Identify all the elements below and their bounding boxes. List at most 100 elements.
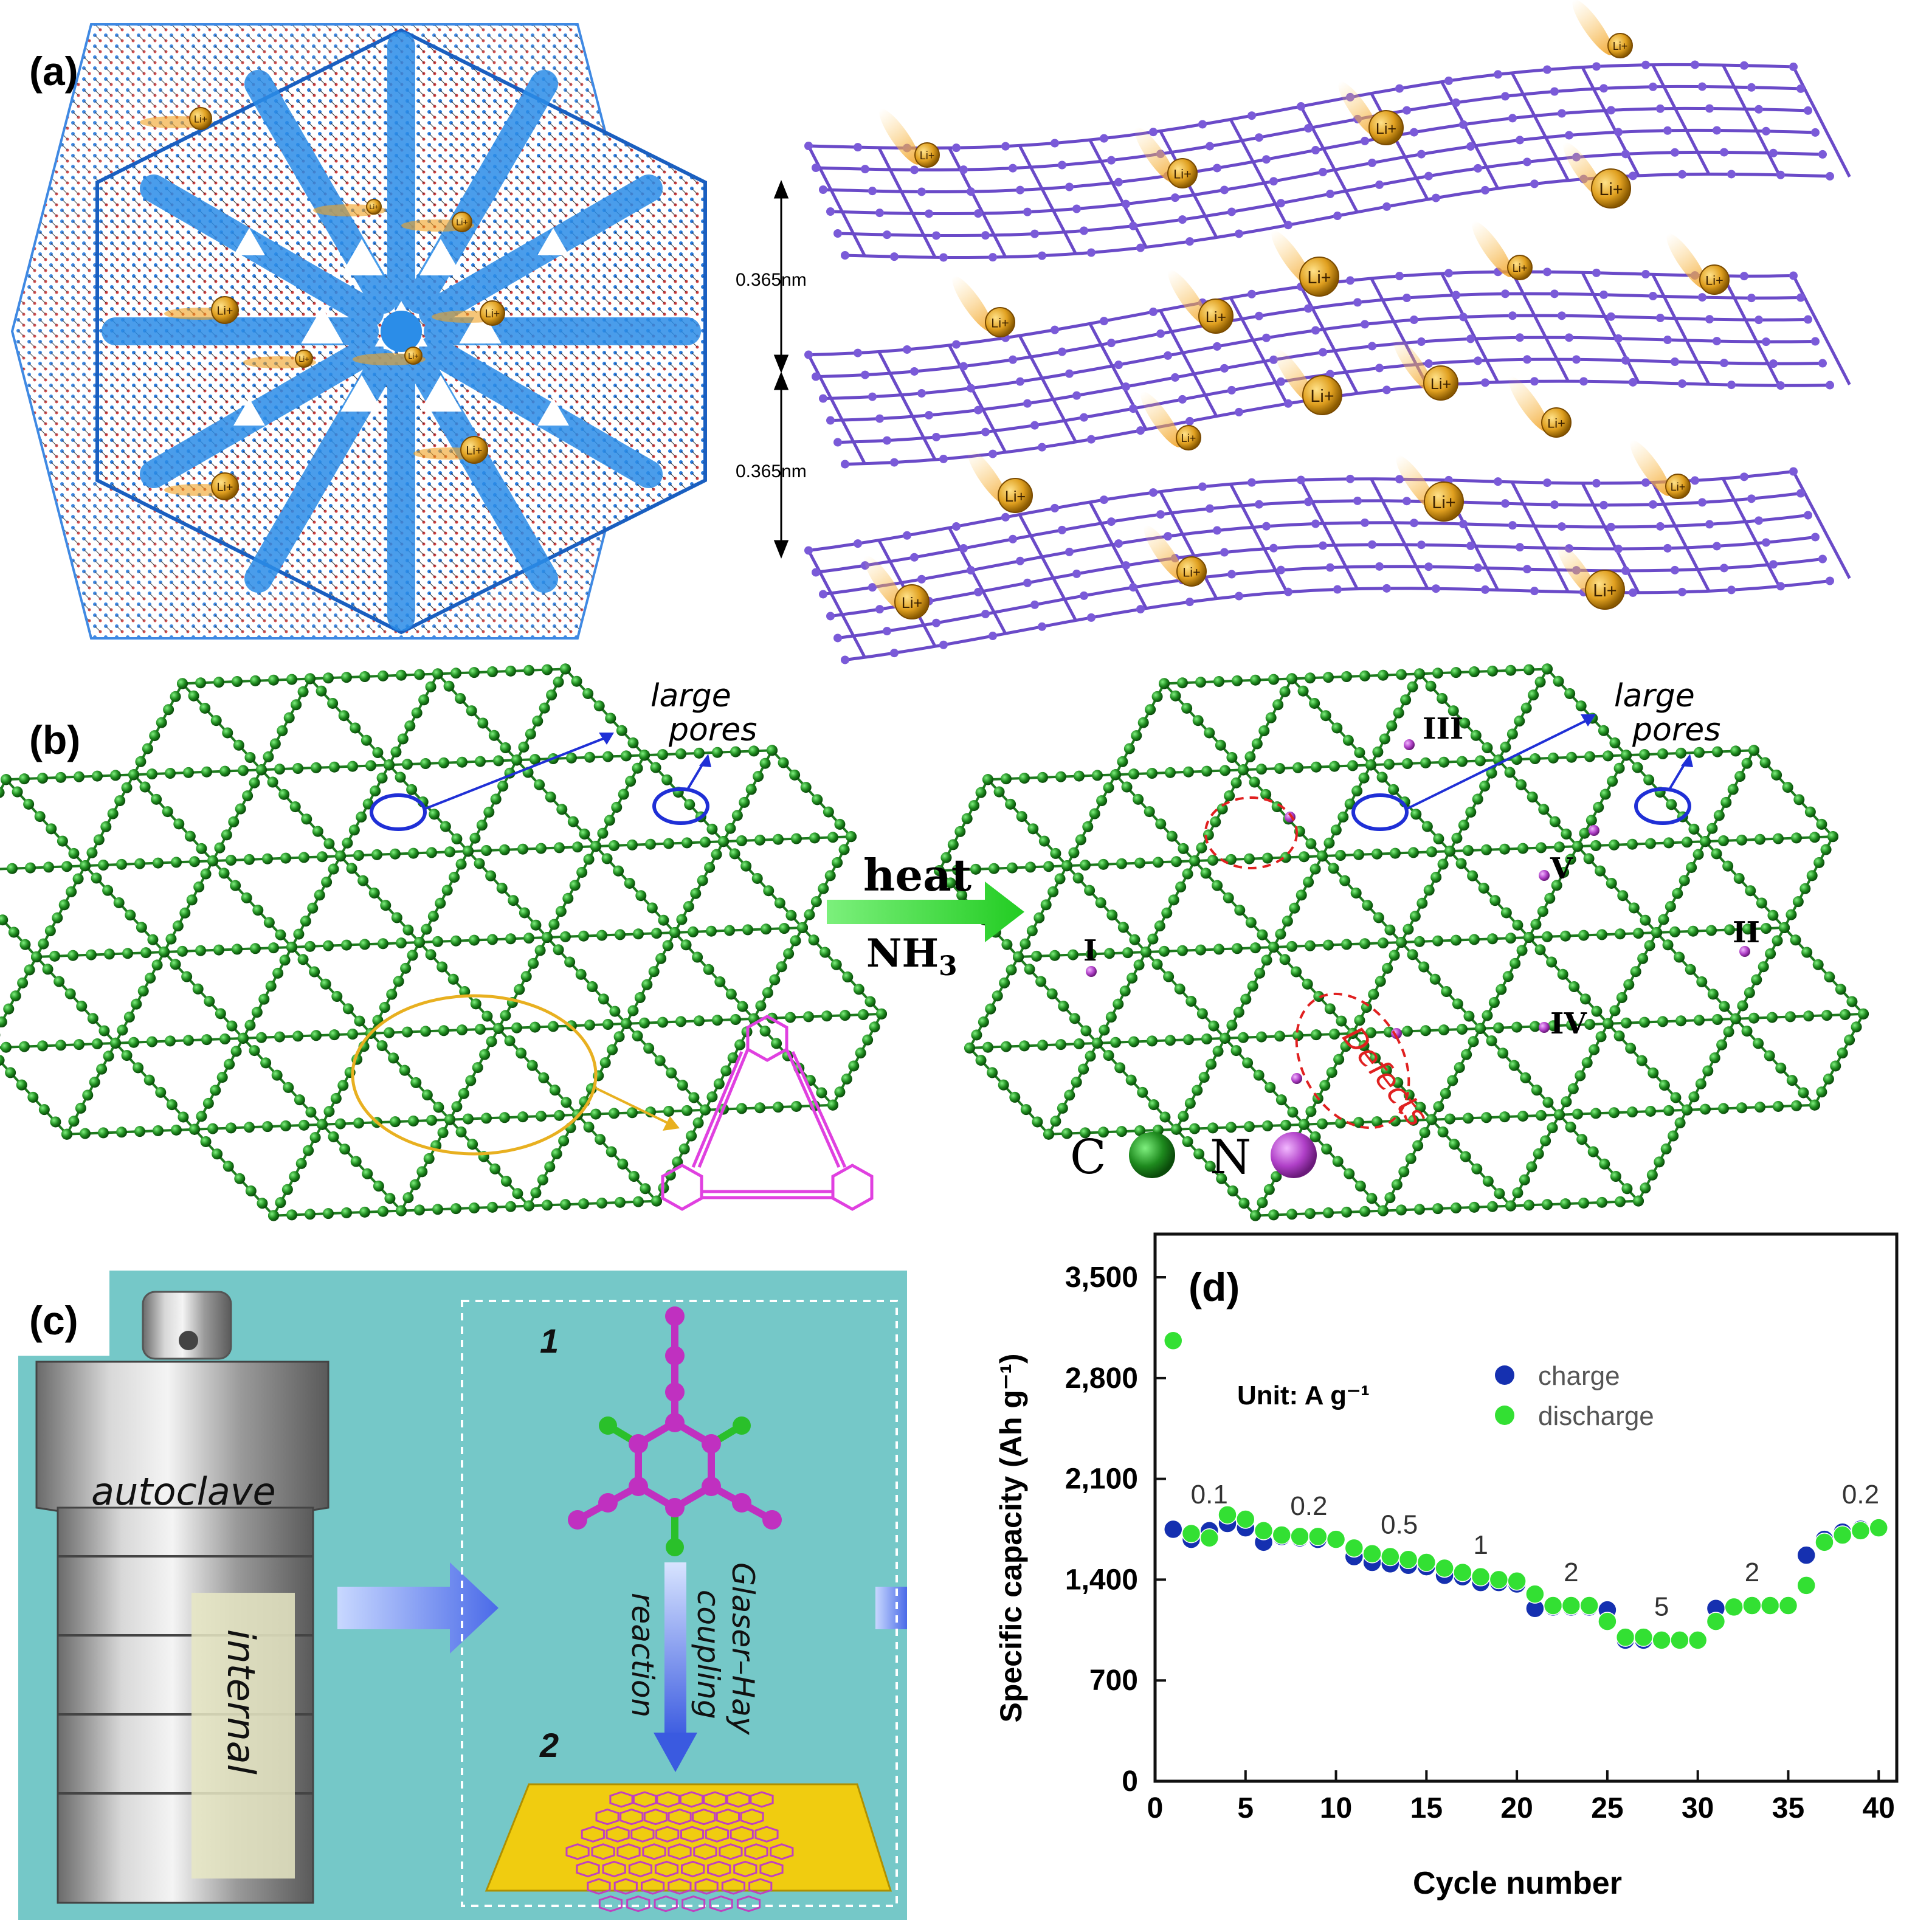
large-pore-right-1 [1351, 793, 1409, 831]
svg-text:Li+: Li+ [1432, 493, 1455, 512]
li-ion: Li+ [967, 449, 1033, 513]
legend-nitrogen-ball [1271, 1132, 1317, 1178]
data-point [1688, 1630, 1708, 1650]
large-pores-label-right-1: large [1614, 678, 1695, 714]
graphdiyne-network-pristine [0, 663, 887, 1221]
data-point [1561, 1596, 1581, 1615]
x-tick-label: 10 [1320, 1792, 1352, 1824]
data-point [1381, 1547, 1400, 1567]
x-tick-label: 0 [1147, 1792, 1164, 1824]
rate-label: 1 [1473, 1530, 1488, 1560]
panel-b-label: (b) [29, 717, 80, 762]
x-axis-ticks: 0 5 10 15 20 25 30 35 40 [1147, 1770, 1895, 1824]
y-tick-label: 2,100 [1065, 1463, 1138, 1496]
svg-text:Li+: Li+ [217, 481, 233, 494]
copper-substrate [485, 1783, 892, 1892]
data-point [1308, 1527, 1328, 1547]
li-ion: Li+ [164, 472, 239, 500]
svg-text:Li+: Li+ [1181, 432, 1196, 444]
data-point [1851, 1521, 1871, 1540]
rate-label: 0.5 [1381, 1510, 1418, 1540]
data-point [1724, 1597, 1744, 1617]
data-point [1416, 1553, 1437, 1572]
unit-note: Unit: A g⁻¹ [1237, 1381, 1370, 1410]
process-arrow-2 [875, 1587, 907, 1629]
panel-c: (c) autoclave internal 1 2 [18, 1271, 907, 1920]
data-point [1598, 1612, 1617, 1631]
site-label-III: III [1423, 712, 1463, 746]
li-ion: Li+ [864, 556, 930, 619]
svg-text:Li+: Li+ [1430, 376, 1451, 393]
svg-text:Li+: Li+ [991, 315, 1009, 330]
li-ion: Li+ [1563, 142, 1631, 209]
layer-spacing-bottom: 0.365nm [736, 461, 807, 481]
data-point [1760, 1596, 1780, 1615]
data-point [1199, 1528, 1220, 1548]
y-tick-label: 3,500 [1065, 1261, 1138, 1294]
data-point [1615, 1627, 1635, 1647]
svg-text:Li+: Li+ [1705, 272, 1723, 288]
panel-d: (d) Unit: A g⁻¹ Specific capacity (Ah g⁻… [994, 1232, 1899, 1901]
defects-label: Defects [1336, 1020, 1435, 1133]
li-ion: Li+ [140, 107, 213, 130]
svg-text:Li+: Li+ [485, 308, 500, 320]
data-point [1652, 1630, 1671, 1650]
monomer-atoms [568, 1306, 782, 1556]
site-label-I: I [1083, 934, 1097, 968]
data-point [1398, 1550, 1418, 1570]
li-ion: Li+ [1140, 392, 1201, 450]
coupling-arrow-shaft [664, 1562, 686, 1739]
li-ion: Li+ [952, 276, 1015, 337]
legend-carbon-label: C [1070, 1130, 1106, 1185]
data-point [1254, 1521, 1274, 1540]
data-point [1742, 1596, 1762, 1615]
large-pore-right-2 [1634, 787, 1691, 825]
data-point [1543, 1596, 1563, 1615]
data-point [1290, 1527, 1309, 1547]
svg-text:Li+: Li+ [466, 444, 483, 458]
svg-text:Li+: Li+ [194, 114, 207, 125]
internal-liner [191, 1593, 295, 1879]
legend-charge-marker [1495, 1365, 1514, 1385]
svg-text:Li+: Li+ [370, 204, 379, 211]
data-point [1634, 1627, 1654, 1647]
svg-text:Li+: Li+ [1182, 564, 1200, 579]
svg-text:Li+: Li+ [920, 150, 935, 162]
data-point [1796, 1576, 1816, 1595]
li-ion: Li+ [313, 199, 386, 216]
li-ion: Li+ [401, 212, 474, 232]
step-2-label: 2 [539, 1726, 559, 1764]
data-point [1164, 1519, 1183, 1539]
panel-a: (a) Li+Li+Li+Li+Li+ Li+Li+Li+Li+ 0.365nm … [10, 0, 1851, 664]
legend-nitrogen-label: N [1210, 1130, 1251, 1185]
large-pore-left-1 [370, 793, 427, 831]
panel-d-label: (d) [1189, 1264, 1240, 1309]
heat-arrow [827, 881, 1024, 942]
svg-text:Li+: Li+ [1376, 120, 1396, 137]
y-axis-ticks: 0 700 1,400 2,100 2,800 3,500 [1065, 1261, 1166, 1798]
rate-label: 2 [1745, 1558, 1759, 1587]
svg-text:Li+: Li+ [1310, 387, 1334, 406]
data-point [1832, 1525, 1852, 1545]
svg-text:Li+: Li+ [1206, 309, 1226, 326]
li-ion: Li+ [1134, 127, 1198, 188]
svg-text:Li+: Li+ [1513, 262, 1528, 274]
layer-spacing-top: 0.365nm [736, 270, 807, 290]
legend-discharge-label: discharge [1538, 1401, 1654, 1431]
x-tick-label: 5 [1237, 1792, 1254, 1824]
data-point [1218, 1505, 1237, 1525]
data-point [1236, 1509, 1255, 1529]
process-arrow-1 [337, 1562, 499, 1654]
data-point [1453, 1562, 1472, 1582]
li-ion: Li+ [1338, 81, 1404, 145]
data-point [1778, 1596, 1798, 1615]
svg-text:Li+: Li+ [298, 355, 309, 364]
data-point [1579, 1596, 1599, 1615]
lithium-ions: Li+ Li+ Li+ Li+ Li+ Li+ Li+ Li+ Li+ Li+ Li+ Li+ Li+ L… [864, 0, 1730, 619]
heat-label: heat [863, 849, 971, 901]
svg-text:Li+: Li+ [1671, 481, 1686, 493]
large-pores-label-left-1: large [650, 678, 731, 714]
defect-region-2 [1295, 992, 1410, 1130]
x-tick-label: 30 [1682, 1792, 1714, 1824]
